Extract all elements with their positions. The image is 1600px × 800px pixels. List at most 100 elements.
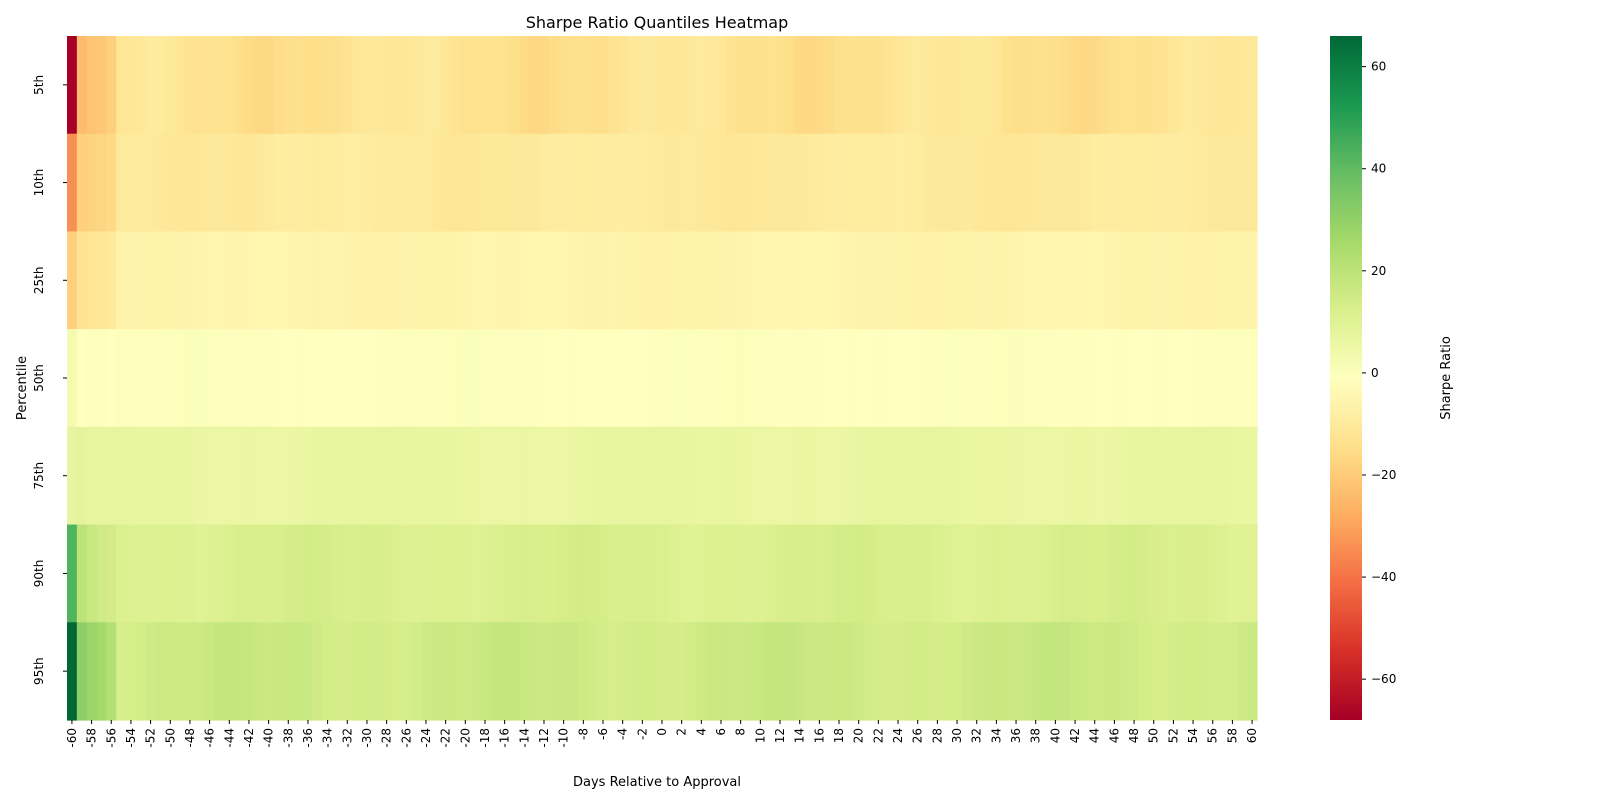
heatmap-cell bbox=[381, 524, 393, 623]
heatmap-cell bbox=[470, 329, 481, 428]
heatmap-cell bbox=[883, 426, 894, 526]
heatmap-cell bbox=[1060, 329, 1071, 428]
heatmap-cell bbox=[775, 231, 786, 330]
heatmap-cell bbox=[214, 133, 225, 233]
heatmap-cell bbox=[224, 426, 235, 526]
heatmap-cell bbox=[460, 36, 471, 135]
heatmap-cell bbox=[814, 426, 825, 526]
heatmap-cell bbox=[834, 133, 845, 233]
heatmap-cell bbox=[322, 36, 334, 135]
heatmap-cell bbox=[548, 231, 560, 330]
heatmap-cell bbox=[961, 524, 973, 623]
y-axis-label: Percentile bbox=[15, 356, 30, 420]
heatmap-cell bbox=[234, 133, 245, 233]
heatmap-cell bbox=[784, 133, 796, 233]
heatmap-cell bbox=[214, 36, 225, 135]
heatmap-cell bbox=[381, 329, 393, 428]
heatmap-cell bbox=[244, 524, 255, 623]
heatmap-cell bbox=[1001, 524, 1012, 623]
heatmap-cell bbox=[637, 231, 648, 330]
heatmap-cell bbox=[1089, 329, 1101, 428]
heatmap-cell bbox=[755, 329, 766, 428]
x-tick-label: 10 bbox=[753, 728, 767, 743]
heatmap-cell bbox=[1217, 329, 1229, 428]
x-tick-label: 12 bbox=[773, 728, 787, 743]
heatmap-cell bbox=[902, 426, 914, 526]
heatmap-cell bbox=[1099, 329, 1111, 428]
heatmap-cell bbox=[145, 329, 157, 428]
heatmap-cell bbox=[775, 329, 786, 428]
x-axis-label: Days Relative to Approval bbox=[573, 775, 741, 790]
heatmap-cell bbox=[539, 524, 550, 623]
heatmap-cell bbox=[175, 36, 186, 135]
x-tick-label: -22 bbox=[439, 728, 453, 748]
heatmap-cell bbox=[784, 524, 796, 623]
heatmap-cell bbox=[804, 36, 816, 135]
heatmap-cell bbox=[893, 133, 904, 233]
heatmap-cell bbox=[1188, 622, 1199, 721]
heatmap-cell bbox=[145, 426, 157, 526]
heatmap-cell bbox=[863, 329, 875, 428]
heatmap-cell bbox=[499, 329, 511, 428]
heatmap-cell bbox=[165, 36, 176, 135]
heatmap-cell bbox=[1011, 524, 1022, 623]
heatmap-cell bbox=[1148, 133, 1160, 233]
heatmap-cell bbox=[1060, 426, 1071, 526]
heatmap-cell bbox=[1168, 426, 1179, 526]
heatmap-cell bbox=[1237, 36, 1248, 135]
heatmap-cell bbox=[1040, 231, 1052, 330]
heatmap-cell bbox=[666, 329, 678, 428]
x-tick-label: -8 bbox=[576, 728, 590, 740]
heatmap-cell bbox=[234, 36, 245, 135]
heatmap-cell bbox=[765, 524, 776, 623]
heatmap-cell bbox=[637, 133, 648, 233]
heatmap-cell bbox=[814, 133, 825, 233]
heatmap-cell bbox=[430, 426, 442, 526]
x-tick-label: -50 bbox=[163, 728, 177, 748]
heatmap-cell bbox=[942, 36, 953, 135]
x-tick-label: 26 bbox=[911, 728, 925, 743]
heatmap-cell bbox=[666, 36, 678, 135]
heatmap-cell bbox=[912, 426, 924, 526]
heatmap-cell bbox=[558, 36, 570, 135]
heatmap-cell bbox=[1109, 329, 1120, 428]
heatmap-cell bbox=[135, 36, 147, 135]
heatmap-cell bbox=[716, 133, 727, 233]
heatmap-cell bbox=[735, 231, 747, 330]
heatmap-cell bbox=[1099, 524, 1111, 623]
heatmap-cell bbox=[942, 231, 953, 330]
heatmap-cell bbox=[598, 36, 609, 135]
heatmap-cell bbox=[1227, 622, 1238, 721]
heatmap-cell bbox=[607, 133, 619, 233]
x-tick-label: -56 bbox=[104, 728, 118, 748]
heatmap-cell bbox=[116, 426, 127, 526]
x-tick-label: 54 bbox=[1186, 728, 1200, 743]
heatmap-cell bbox=[873, 329, 884, 428]
heatmap-cell bbox=[116, 329, 127, 428]
heatmap-cell bbox=[1158, 426, 1170, 526]
heatmap-cell bbox=[116, 524, 127, 623]
heatmap-cell bbox=[558, 329, 570, 428]
heatmap-cell bbox=[185, 329, 196, 428]
heatmap-cell bbox=[519, 329, 530, 428]
heatmap-cell bbox=[804, 329, 816, 428]
heatmap-cell bbox=[647, 231, 658, 330]
heatmap-cell bbox=[548, 36, 560, 135]
heatmap-cell bbox=[1020, 329, 1032, 428]
heatmap-cell bbox=[755, 622, 766, 721]
heatmap-cell bbox=[1070, 329, 1081, 428]
heatmap-cell bbox=[745, 36, 757, 135]
heatmap-cell bbox=[224, 329, 235, 428]
heatmap-cell bbox=[273, 426, 284, 526]
heatmap-cell bbox=[312, 329, 324, 428]
heatmap-cell bbox=[470, 426, 481, 526]
heatmap-cell bbox=[381, 133, 393, 233]
heatmap-cell bbox=[1079, 329, 1091, 428]
heatmap-cell bbox=[1079, 36, 1091, 135]
x-tick-label: 14 bbox=[793, 728, 807, 743]
heatmap-cell bbox=[204, 426, 216, 526]
x-tick-label: -26 bbox=[399, 728, 413, 748]
heatmap-cell bbox=[263, 133, 275, 233]
heatmap-cell bbox=[952, 622, 963, 721]
heatmap-cell bbox=[204, 329, 216, 428]
